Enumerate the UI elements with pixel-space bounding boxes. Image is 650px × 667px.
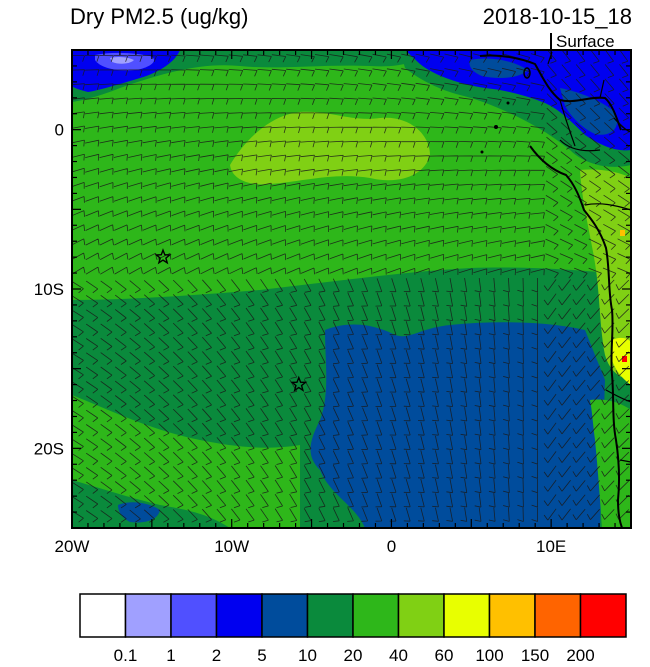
lat-tick-label: 0 xyxy=(55,121,64,140)
pm25-field-north-1-2 xyxy=(110,56,134,64)
map-title: Dry PM2.5 (ug/kg) xyxy=(70,4,249,29)
country-borders xyxy=(547,51,631,463)
colorbar-swatch xyxy=(124,593,172,638)
pm25-field-60-100 xyxy=(230,111,430,185)
island-1 xyxy=(494,125,498,129)
pm25-field-10-20 xyxy=(310,322,605,528)
colorbar-swatch xyxy=(534,593,582,638)
pm25-field-ne-10-20b xyxy=(469,58,528,78)
lon-tick-label: 10W xyxy=(214,537,249,556)
colorbar-swatch xyxy=(79,593,127,638)
pm25-field-coast-200 xyxy=(622,356,627,362)
colorbar-swatch xyxy=(215,593,263,638)
lon-tick-label: 20W xyxy=(55,537,90,556)
colorbar-swatch xyxy=(306,593,354,638)
wind-barb-field xyxy=(72,50,631,523)
colorbar-label: 0.1 xyxy=(114,646,138,665)
lon-tick-label: 10E xyxy=(536,537,566,556)
colorbar-swatch xyxy=(488,593,536,638)
colorbar-label: 2 xyxy=(212,646,221,665)
pm25-field-coast-150-200 xyxy=(620,230,625,236)
station-star-icon xyxy=(290,375,308,392)
lat-tick-label: 10S xyxy=(34,280,64,299)
wind-barbs xyxy=(72,50,631,523)
colorbar-swatch xyxy=(261,593,309,638)
pm25-field-ne-5-10 xyxy=(405,50,631,151)
colorbar: 0.1 1 2 5 10 20 40 60 100 150 200 xyxy=(79,593,627,665)
pm25-field-40-60-south xyxy=(72,395,300,528)
pm25-field-ne-10-20 xyxy=(560,88,618,135)
colorbar-label: 60 xyxy=(435,646,454,665)
pm25-field-sw-20-40 xyxy=(72,480,230,528)
colorbar-label: 100 xyxy=(475,646,503,665)
colorbar-swatch xyxy=(352,593,400,638)
colorbar-label: 10 xyxy=(298,646,317,665)
island-3 xyxy=(506,101,510,105)
pm25-field-coast-100-150 xyxy=(612,337,631,385)
colorbar-label: 1 xyxy=(166,646,175,665)
colorbar-label: 20 xyxy=(344,646,363,665)
colorbar-label: 5 xyxy=(257,646,266,665)
map-panel xyxy=(72,50,631,528)
axis-ticks: 20W 10W 0 10E 0 10S 20S xyxy=(34,49,632,556)
island-2 xyxy=(480,150,484,154)
lon-tick-label: 0 xyxy=(387,537,396,556)
colorbar-swatch xyxy=(397,593,445,638)
colorbar-label: 40 xyxy=(389,646,408,665)
colorbar-swatch xyxy=(170,593,218,638)
lat-tick-label: 20S xyxy=(34,439,64,458)
map-datetime: 2018-10-15_18 xyxy=(483,4,632,29)
colorbar-label: 200 xyxy=(566,646,594,665)
level-label: Surface xyxy=(556,32,615,51)
island-bioko xyxy=(523,67,531,79)
colorbar-swatch xyxy=(579,593,627,638)
colorbar-swatch xyxy=(443,593,491,638)
station-markers xyxy=(154,248,308,392)
station-star-icon xyxy=(154,248,172,265)
colorbar-label: 150 xyxy=(521,646,549,665)
